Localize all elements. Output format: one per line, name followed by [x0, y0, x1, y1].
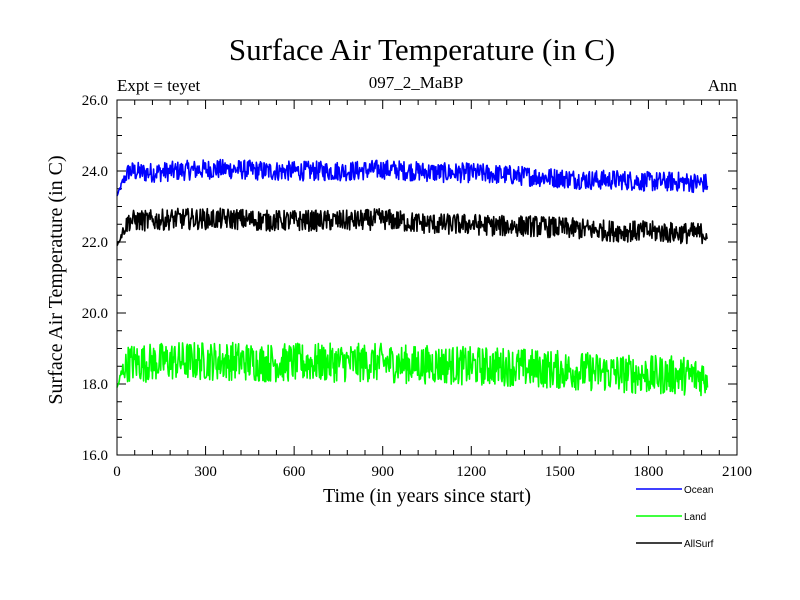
- x-tick-label: 2100: [722, 464, 752, 480]
- x-tick-label: 0: [113, 464, 121, 480]
- y-tick-label: 18.0: [82, 377, 108, 393]
- legend-label-allsurf: AllSurf: [684, 539, 714, 550]
- y-tick-label: 24.0: [82, 164, 108, 180]
- chart-subtitle: 097_2_MaBP: [369, 73, 463, 92]
- x-tick-label: 600: [283, 464, 306, 480]
- series-line-allsurf: [116, 207, 709, 246]
- experiment-label: Expt = teyet: [117, 76, 201, 95]
- legend-label-ocean: Ocean: [684, 485, 713, 496]
- x-tick-label: 300: [194, 464, 217, 480]
- y-tick-label: 20.0: [82, 306, 108, 322]
- legend: Ocean Land AllSurf: [636, 485, 714, 550]
- y-tick-label: 16.0: [82, 448, 108, 464]
- season-label: Ann: [708, 76, 738, 95]
- y-axis-label: Surface Air Temperature (in C): [45, 155, 67, 404]
- x-tick-label: 1200: [456, 464, 486, 480]
- chart-title: Surface Air Temperature (in C): [229, 32, 615, 67]
- series-line-ocean: [116, 158, 709, 197]
- data-series: [116, 158, 709, 397]
- series-line-land: [116, 341, 709, 397]
- x-tick-label: 1800: [633, 464, 663, 480]
- y-tick-label: 22.0: [82, 235, 108, 251]
- x-axis-label: Time (in years since start): [323, 485, 531, 507]
- x-tick-label: 900: [371, 464, 394, 480]
- axis-ticks: 0 300 600 900 1200 1500 1800 2100 16.0 18.0 20.0 22…: [82, 93, 752, 480]
- plot-frame: [116, 99, 738, 456]
- legend-label-land: Land: [684, 512, 706, 523]
- y-tick-label: 26.0: [82, 93, 108, 109]
- x-tick-label: 1500: [545, 464, 575, 480]
